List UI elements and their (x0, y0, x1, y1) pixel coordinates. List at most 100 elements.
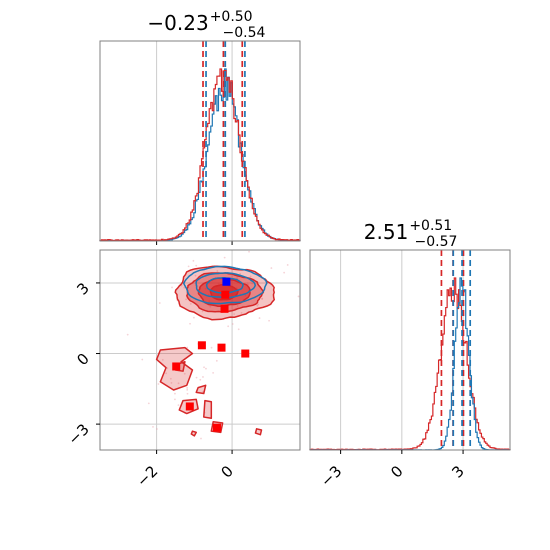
faint-sample-dot (233, 313, 236, 315)
faint-sample-dot (192, 316, 195, 319)
faint-sample-dot (223, 256, 226, 259)
bottom-right-title-sub: −0.57 (415, 234, 458, 250)
faint-sample-dot (237, 328, 240, 331)
faint-sample-dot (227, 325, 230, 328)
faint-sample-dot (183, 372, 186, 375)
marker-point-1 (221, 290, 230, 299)
faint-sample-dot (166, 367, 169, 370)
red-contour-island-3 (195, 384, 207, 395)
marker-point-8 (212, 423, 221, 432)
faint-sample-dot (187, 265, 190, 268)
bottom-right-frame (309, 249, 511, 451)
faint-sample-dot (240, 311, 243, 314)
faint-sample-dot (186, 346, 189, 349)
faint-sample-dot (246, 282, 249, 285)
top-left-histogram-panel: −0.23+0.50 −0.54 (99, 9, 301, 245)
marker-point-6 (172, 362, 181, 371)
faint-sample-dot (257, 303, 260, 306)
marker-point-0 (222, 277, 231, 286)
bottom-left-xtick-label-0: −2 (133, 462, 161, 490)
faint-sample-dot (177, 404, 180, 407)
marker-point-3 (197, 341, 206, 350)
faint-sample-dot (199, 378, 202, 381)
top-left-title-sub: −0.54 (223, 25, 266, 41)
faint-sample-dot (248, 250, 250, 253)
faint-sample-dot (147, 402, 150, 405)
top-left-frame (99, 40, 301, 242)
faint-sample-dot (215, 359, 218, 362)
bottom-left-ytick-label-0: 3 (73, 279, 92, 298)
faint-sample-dot (186, 387, 189, 389)
marker-point-2 (220, 304, 229, 313)
faint-sample-dot (174, 392, 176, 395)
faint-sample-dot (256, 304, 259, 307)
faint-sample-dot (216, 270, 219, 272)
faint-sample-dot (171, 286, 173, 289)
faint-sample-dot (236, 305, 239, 307)
blue-contour-level-2 (205, 277, 244, 294)
bottom-left-frame (99, 249, 301, 451)
faint-sample-dot (177, 382, 180, 385)
bottom-right-xtick-label-1: 0 (387, 462, 406, 481)
faint-sample-dot (152, 425, 154, 428)
bottom-right-xtick-label-2: 3 (448, 462, 467, 481)
faint-sample-dot (186, 392, 189, 395)
top-left-hist-blue (99, 68, 301, 242)
faint-sample-dot (169, 377, 172, 380)
faint-sample-dot (170, 382, 173, 384)
red-contour-island-4 (203, 399, 213, 419)
faint-sample-dot (268, 319, 270, 322)
faint-sample-dot (200, 437, 202, 440)
faint-sample-dot (236, 277, 239, 280)
faint-sample-dot (249, 275, 252, 278)
faint-sample-dot (286, 264, 289, 266)
faint-sample-dot (192, 259, 195, 262)
faint-sample-dot (189, 303, 192, 305)
faint-sample-dot (156, 428, 158, 430)
bottom-right-histogram-panel: 2.51+0.51 −0.57 −3 0 3 (309, 218, 511, 490)
bottom-right-xtick-label-0: −3 (317, 462, 345, 490)
faint-sample-dot (141, 358, 144, 361)
faint-sample-dot (270, 267, 273, 269)
faint-sample-dot (209, 305, 212, 308)
bottom-left-ytick-label-2: −3 (64, 420, 92, 448)
marker-point-5 (241, 349, 250, 358)
red-contour-island-7 (190, 430, 197, 437)
faint-sample-dot (186, 388, 189, 391)
faint-sample-dot (210, 346, 213, 349)
red-contour-island-6 (254, 428, 263, 436)
faint-sample-dot (194, 274, 197, 277)
faint-sample-dot (185, 298, 187, 301)
bottom-left-2d-panel: −2 0 3 0 −3 (64, 249, 301, 490)
top-left-title: −0.23+0.50 (147, 9, 252, 35)
faint-sample-dot (261, 297, 264, 300)
bottom-left-ytick-label-1: 0 (73, 350, 92, 369)
faint-sample-dot (174, 398, 176, 401)
faint-sample-dot (212, 371, 215, 374)
faint-sample-dot (261, 298, 264, 300)
faint-sample-dot (231, 323, 234, 325)
faint-sample-dot (195, 264, 198, 267)
faint-sample-dot (205, 367, 207, 370)
blue-contour-level-0 (182, 265, 268, 305)
faint-sample-dot (126, 333, 129, 336)
faint-sample-dot (202, 376, 204, 378)
faint-sample-dot (165, 372, 168, 375)
faint-sample-dot (203, 366, 205, 369)
marker-point-4 (217, 343, 226, 352)
faint-sample-dot (158, 302, 161, 304)
faint-sample-dot (195, 376, 198, 379)
bottom-right-title: 2.51+0.51 (364, 218, 452, 244)
faint-sample-dot (161, 358, 164, 361)
faint-sample-dot (258, 317, 261, 319)
faint-sample-dot (251, 282, 254, 285)
top-left-hist-red (99, 68, 301, 242)
faint-sample-dot (157, 383, 160, 385)
faint-sample-dot (201, 310, 204, 313)
faint-sample-dot (297, 295, 300, 298)
faint-sample-dot (247, 283, 250, 286)
faint-sample-dot (183, 286, 186, 289)
marker-point-7 (185, 402, 194, 411)
faint-sample-dot (283, 271, 286, 274)
